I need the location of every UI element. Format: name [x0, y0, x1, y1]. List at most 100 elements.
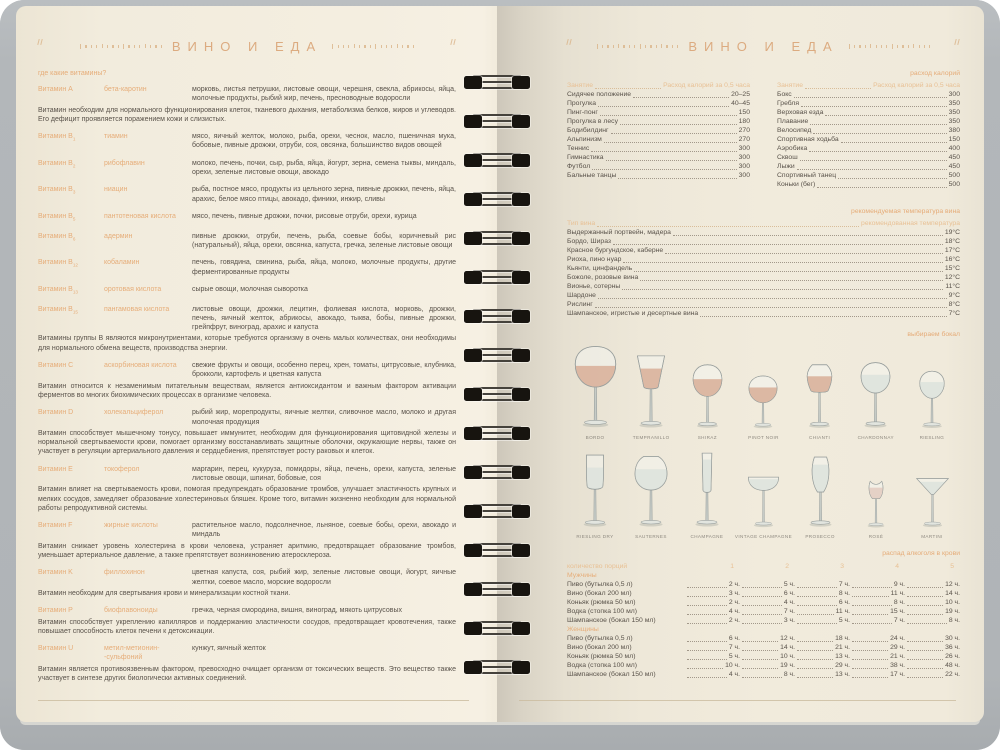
table-row: Сидячее положение 20–25	[567, 91, 750, 98]
vitamin-name: Витамин B6	[38, 232, 76, 242]
table-row: Плавание 350	[777, 118, 960, 125]
vitamin-entry: Витамин C аскорбиновая кислота свежие фрук…	[38, 361, 456, 380]
vitamin-substance: аскорбиновая кислота	[104, 362, 177, 370]
vitamin-name: Витамин A	[38, 86, 73, 93]
vitamin-foods: мясо, печень, пивные дрожжи, почки, рисо…	[192, 212, 417, 220]
table-header-row: Занятие Расход калорий за 0,5 часа	[777, 82, 960, 89]
vitamin-substance: кобаламин	[104, 259, 140, 267]
vitamin-entry: Витамин E токоферол маргарин, перец, кукур…	[38, 465, 456, 484]
wine-glass-vintage-champagne: VINTAGE CHAMPAGNE	[735, 464, 792, 539]
table-row: Прогулка 40–45	[567, 100, 750, 107]
glass-label: SHIRAZ	[697, 435, 717, 440]
alcohol-row: Шампанское (бокал 150 мл) 2 ч. 3 ч. 5 ч. 7 ч…	[567, 617, 960, 624]
corner-decor-icon	[450, 38, 456, 46]
table-row: Риоха, пино нуар 16°C	[567, 256, 960, 263]
table-row: Сквош 450	[777, 154, 960, 161]
alcohol-row: Коньяк (рюмка 50 мл) 5 ч. 10 ч. 13 ч. 21 ч. 2…	[567, 653, 960, 660]
vitamin-substance: жирные кислоты	[104, 522, 158, 530]
vitamin-name: Витамин K	[38, 569, 73, 577]
table-row: Шампанское, игристые и десертные вина 7°C	[567, 310, 960, 317]
vitamin-name: Витамин U	[38, 645, 74, 653]
table-row: Бокс 300	[777, 91, 960, 98]
alcohol-row: Водка (стопка 100 мл) 10 ч. 19 ч. 29 ч. 38 ч…	[567, 662, 960, 669]
glass-row-1: BORDO TEMPRANILLO SHIRAZ PINOT NOIR CHIANTI C…	[567, 343, 960, 440]
table-row: Аэробика 400	[777, 145, 960, 152]
vitamin-name: Витамин B15	[38, 305, 78, 314]
table-row: Гимнастика 300	[567, 154, 750, 161]
page-title: ВИНО И ЕДА	[688, 38, 839, 54]
wine-glass-martini: MARTINI	[912, 464, 953, 539]
table-row: Альпинизм 270	[567, 136, 750, 143]
vitamin-entry: Витамин B1 тиамин мясо, яичный желток, мол…	[38, 132, 456, 151]
alcohol-row: Водка (стопка 100 мл) 4 ч. 7 ч. 11 ч. 15 ч. 1…	[567, 608, 960, 615]
vitamin-note: Витамин является противоязвенным факторо…	[38, 665, 456, 683]
vitamin-foods: листовые овощи, дрожжи, лецитин, фолиева…	[192, 305, 456, 332]
glass-label: VINTAGE CHAMPAGNE	[734, 534, 793, 539]
wine-glass-bordo: BORDO	[568, 343, 623, 440]
wine-glass-chardonnay: CHARDONNAY	[852, 355, 899, 440]
footer-rule	[38, 700, 469, 701]
glass-label: CHIANTI	[809, 435, 831, 440]
alcohol-row: Вино (бокал 200 мл) 3 ч. 6 ч. 8 ч. 11 ч. 14 ч…	[567, 590, 960, 597]
glass-label: TEMPRANILLO	[632, 435, 670, 440]
table-header-row: Занятие Расход калорий за 0,5 часа	[567, 82, 750, 89]
vitamin-foods: молоко, печень, почки, сыр, рыба, яйца, …	[192, 159, 456, 177]
table-row: Выдержанный портвейн, мадера 19°C	[567, 229, 960, 236]
vitamin-note: Витамин необходим для нормального функци…	[38, 106, 456, 123]
glass-label: CHAMPAGNE	[690, 534, 724, 539]
vitamin-note: Витамин влияет на свертываемость крови, …	[38, 486, 456, 512]
wine-glass-riesling-dry: RIESLING DRY	[571, 452, 619, 539]
vitamin-foods: маргарин, перец, кукуруза, помидоры, яйц…	[192, 465, 456, 482]
ruler-ticks-icon	[582, 43, 679, 49]
vitamin-note: Витамин способствует мышечному тонусу, п…	[38, 429, 456, 456]
vitamin-foods: пивные дрожжи, отруби, печень, рыба, сое…	[192, 232, 456, 249]
table-row: Велосипед 380	[777, 127, 960, 134]
vitamin-substance: пантотеновая кислота	[104, 212, 176, 220]
corner-decor-icon	[954, 38, 960, 46]
alcohol-header-row: количество порций 1 2 3 4 5	[567, 563, 954, 570]
table-row: Красное бургундское, каберне 17°C	[567, 247, 960, 254]
vitamin-entry: Витамин K филлохинон цветная капуста, соя,…	[38, 568, 456, 587]
vitamin-foods: сырые овощи, молочная сыворотка	[192, 285, 308, 293]
left-page: ВИНО И ЕДА где какие витамины? Витамин A…	[16, 6, 497, 722]
vitamin-note: Витамин относится к незаменимым питатель…	[38, 382, 456, 399]
vitamin-foods: рыба, постное мясо, продукты из цельного…	[192, 186, 456, 203]
glass-label: SAUTERNES	[635, 534, 667, 539]
alcohol-group-label: Женщины	[567, 626, 599, 633]
ruler-ticks-icon	[332, 43, 441, 49]
vitamin-name: Витамин B2	[38, 159, 76, 169]
table-header-row: Тип вина рекомендованная температура	[567, 220, 960, 227]
vitamin-entry: Витамин B13 оротовая кислота сырые овощи, …	[38, 285, 456, 297]
vitamin-entry: Витамин B6 адермин пивные дрожжи, отруби, …	[38, 232, 456, 251]
wine-glass-ros-: ROSÉ	[858, 472, 894, 539]
vitamin-foods: кунжут, яичный желток	[192, 645, 266, 653]
vitamin-substance: пангамовая кислота	[104, 305, 170, 313]
vitamin-foods: гречка, черная смородина, вишня, виногра…	[192, 607, 403, 615]
page-title: ВИНО И ЕДА	[171, 38, 323, 54]
vitamin-foods: цветная капуста, соя, рыбий жир, зеленые…	[192, 569, 456, 586]
vitamin-note: Витамин снижает уровень холестерина в кр…	[38, 542, 456, 560]
vitamin-substance: токоферол	[104, 465, 140, 473]
vitamin-name: Витамин C	[38, 362, 74, 370]
glass-label: CHARDONNAY	[857, 435, 894, 440]
vitamin-entry: Витамин B12 кобаламин печень, говядина, св…	[38, 258, 456, 277]
vitamin-substance: холекальциферол	[104, 409, 164, 417]
glass-label: BORDO	[585, 435, 605, 440]
notebook-spread: ВИНО И ЕДА где какие витамины? Витамин A…	[16, 6, 984, 722]
glass-label: RIESLING	[919, 435, 945, 440]
vitamin-foods: рыбий жир, морепродукты, яичные желтки, …	[192, 409, 456, 426]
wine-glass-sauternes: SAUTERNES	[626, 450, 676, 539]
temperature-section-title: рекомендуемая температура вина	[851, 208, 960, 215]
wine-glass-tempranillo: TEMPRANILLO	[626, 351, 676, 440]
vitamin-foods: морковь, листья петрушки, листовые овощи…	[192, 86, 456, 103]
vitamin-substance: биофлавоноиды	[104, 607, 158, 615]
table-row: Бордо, Шираз 18°C	[567, 238, 960, 245]
vitamin-name: Витамин P	[38, 607, 73, 615]
vitamins-section-title: где какие витамины?	[38, 70, 107, 77]
vitamin-name: Витамин E	[38, 465, 73, 473]
vitamin-note: Витамины группы В являются микронутриент…	[38, 335, 456, 352]
vitamin-name: Витамин D	[38, 409, 74, 417]
wine-glass-shiraz: SHIRAZ	[685, 359, 730, 440]
vitamin-entry: Витамин U метил-метионин- -сульфоний кунжу…	[38, 644, 456, 663]
table-row: Кьянти, цинфандель 15°C	[567, 265, 960, 272]
